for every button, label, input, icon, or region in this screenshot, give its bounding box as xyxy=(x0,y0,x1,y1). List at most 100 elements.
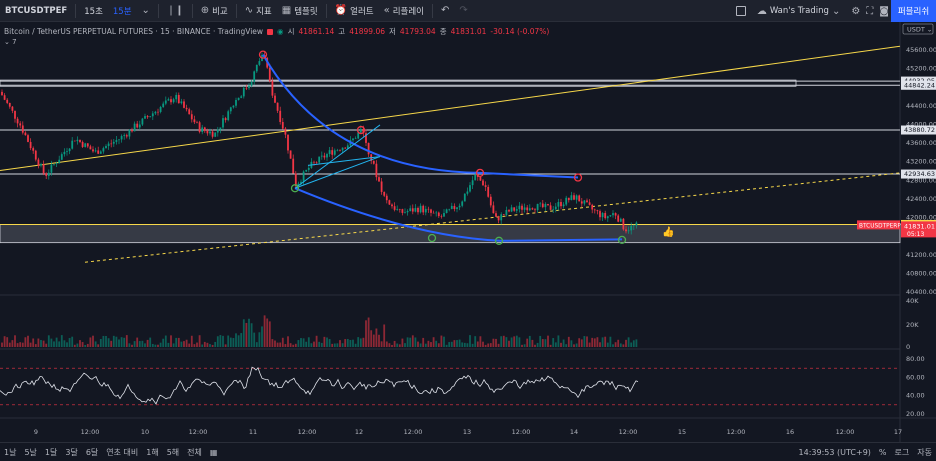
layout-name-button[interactable]: ☁ Wan's Trading ⌄ xyxy=(752,0,846,22)
candle-body xyxy=(609,215,612,217)
indicators-button[interactable]: ∿ 지표 xyxy=(240,0,277,22)
volume-bar xyxy=(19,342,22,347)
candle-body xyxy=(596,210,599,212)
candle-body xyxy=(206,130,209,134)
volume-bar xyxy=(131,344,133,347)
candle-body xyxy=(552,209,555,210)
indicators-icon: ∿ xyxy=(244,5,254,16)
range-ytd[interactable]: 연초 대비 xyxy=(106,447,139,457)
chart-area[interactable]: 👍 45600.00 45200.00 44400.00 44000.00 43600.0… xyxy=(0,22,936,442)
pivot-marker-high[interactable] xyxy=(258,50,268,59)
volume-bar xyxy=(115,336,118,347)
volume-bar xyxy=(66,342,68,347)
volume-bar xyxy=(84,344,87,347)
calendar-icon[interactable]: ▦ xyxy=(209,447,218,457)
pivot-marker-low[interactable] xyxy=(494,236,504,245)
candle-body xyxy=(73,140,76,142)
current-price-tag[interactable] xyxy=(901,221,936,238)
candle-body xyxy=(562,204,565,207)
currency-label[interactable]: USDT ⌄ xyxy=(907,26,932,34)
pivot-marker-low[interactable] xyxy=(427,233,437,243)
layout-select-icon[interactable] xyxy=(735,6,746,16)
alert-label: 얼러트 xyxy=(350,6,374,17)
range-all[interactable]: 전체 xyxy=(187,447,202,457)
interval-dropdown-icon[interactable]: ⌄ xyxy=(141,5,150,16)
candle-body xyxy=(424,208,427,213)
publish-button[interactable]: 퍼블리쉬 xyxy=(891,0,936,22)
volume-bar xyxy=(375,328,378,347)
interval-15m[interactable]: 15분 xyxy=(112,6,132,17)
redo-button[interactable]: ↷ xyxy=(454,0,472,22)
candle-body xyxy=(287,134,289,151)
candle-body xyxy=(16,118,19,124)
pivot-marker-low[interactable] xyxy=(290,184,300,193)
channel-line[interactable] xyxy=(307,156,381,166)
pivot-marker-high[interactable] xyxy=(573,173,583,182)
clock-display[interactable]: 14:39:53 (UTC+9) xyxy=(798,448,871,457)
range-5y[interactable]: 5해 xyxy=(166,447,180,457)
chart-canvas[interactable]: 👍 45600.00 45200.00 44400.00 44000.00 43600.0… xyxy=(0,22,936,442)
log-toggle[interactable]: 로그 xyxy=(894,448,910,457)
volume-bar xyxy=(211,344,214,347)
price-level-tag[interactable] xyxy=(901,125,936,135)
candle-body xyxy=(118,139,120,141)
price-level-tag[interactable] xyxy=(901,169,936,179)
volume-bar xyxy=(284,344,287,347)
price-level-tag[interactable] xyxy=(901,80,936,90)
resistance-band[interactable] xyxy=(0,79,797,87)
percent-toggle[interactable]: % xyxy=(878,448,887,457)
candle-body xyxy=(505,210,508,215)
volume-bar xyxy=(112,335,115,347)
candle-body xyxy=(21,125,24,133)
fullscreen-icon[interactable]: ⛶ xyxy=(866,5,874,17)
compare-button[interactable]: ⊕ 비교 xyxy=(196,0,233,22)
range-1m[interactable]: 1달 xyxy=(44,447,58,457)
volume-bar xyxy=(534,344,536,347)
pivot-marker-high[interactable] xyxy=(475,168,485,178)
volume-bar xyxy=(414,337,417,347)
arc-pattern-lower[interactable] xyxy=(294,187,623,242)
undo-button[interactable]: ↶ xyxy=(436,0,454,22)
thumbs-up-icon[interactable]: 👍 xyxy=(662,225,674,238)
volume-bar xyxy=(177,337,180,347)
price-level-tag-text: 43880.72 xyxy=(904,126,935,134)
volume-bar xyxy=(424,343,427,347)
candle-body xyxy=(196,122,198,123)
replay-button[interactable]: «리플레이 xyxy=(379,0,429,22)
volume-bar xyxy=(396,343,399,347)
candle-body xyxy=(427,208,430,210)
channel-line[interactable] xyxy=(294,124,381,189)
volume-bar xyxy=(536,342,539,347)
volume-axis-tick: 40K xyxy=(906,297,919,305)
candle-body xyxy=(388,200,391,205)
symbol-search[interactable]: BTCUSDTPEF xyxy=(5,5,68,16)
channel-line[interactable] xyxy=(294,156,381,189)
range-5d[interactable]: 5날 xyxy=(24,447,37,457)
chart-type-button[interactable]: ❘❙ xyxy=(162,0,189,22)
alert-button[interactable]: ⏰ 얼러트 xyxy=(330,0,379,22)
gear-icon[interactable]: ⚙ xyxy=(851,5,861,17)
support-zone-box[interactable] xyxy=(0,224,901,244)
volume-bar xyxy=(120,337,123,347)
auto-toggle[interactable]: 자동 xyxy=(917,448,932,457)
trend-line-upper[interactable] xyxy=(0,45,901,172)
camera-icon[interactable]: ◙ xyxy=(879,5,889,17)
volume-bar xyxy=(393,340,396,347)
trend-line-lower-dashed[interactable] xyxy=(84,172,901,263)
legend-collapse-toggle[interactable]: ⌄ 7 xyxy=(4,38,17,46)
eye-icon[interactable]: ◉ xyxy=(277,27,284,36)
pivot-marker-high[interactable] xyxy=(356,125,366,135)
range-6m[interactable]: 6달 xyxy=(85,447,99,457)
range-1d[interactable]: 1날 xyxy=(4,447,17,457)
candle-body xyxy=(591,204,594,210)
pivot-marker-low[interactable] xyxy=(617,235,627,245)
range-1y[interactable]: 1해 xyxy=(146,447,159,457)
currency-label-box[interactable] xyxy=(902,23,934,35)
legend-title[interactable]: Bitcoin / TetherUS PERPETUAL FUTURES · 1… xyxy=(4,27,264,36)
volume-bar xyxy=(487,343,490,347)
templates-button[interactable]: ▦ 템플릿 xyxy=(277,0,323,22)
range-3m[interactable]: 3달 xyxy=(65,447,78,457)
arc-pattern-upper[interactable] xyxy=(262,54,579,179)
symbol-price-tag[interactable] xyxy=(857,220,900,230)
interval-15s[interactable]: 15초 xyxy=(84,6,103,17)
